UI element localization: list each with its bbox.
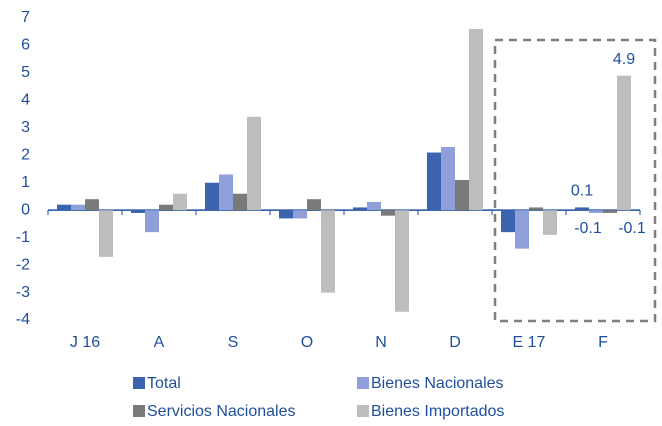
data-label: -0.1 <box>574 220 602 237</box>
legend-swatch <box>357 377 369 389</box>
y-tick-label: -2 <box>16 256 30 273</box>
x-tick-label: O <box>301 334 313 351</box>
x-tick-label: N <box>375 334 387 351</box>
x-tick-label: A <box>154 334 165 351</box>
bar <box>617 75 631 211</box>
bar <box>233 193 247 211</box>
bar <box>469 28 483 211</box>
bar <box>455 179 469 211</box>
bar <box>529 207 543 211</box>
legend-label: Total <box>147 375 181 392</box>
bar <box>603 210 617 213</box>
y-tick-label: -4 <box>16 311 30 328</box>
y-tick-label: 5 <box>21 64 30 81</box>
y-tick-label: 6 <box>21 37 30 54</box>
highlight-box <box>493 38 657 323</box>
bar <box>205 182 219 211</box>
bar <box>515 210 529 249</box>
bar <box>367 201 381 211</box>
y-tick-label: 3 <box>21 119 30 136</box>
bar <box>501 210 515 233</box>
y-tick-label: -1 <box>16 229 30 246</box>
bar <box>575 207 589 211</box>
data-label: 4.9 <box>613 51 635 68</box>
bar <box>441 147 455 211</box>
legend-label: Bienes Nacionales <box>371 375 504 392</box>
bar <box>173 193 187 211</box>
y-tick-label: -3 <box>16 284 30 301</box>
bar <box>395 210 409 312</box>
x-tick-label: J 16 <box>70 334 100 351</box>
bar <box>145 210 159 233</box>
bar <box>427 152 441 211</box>
bar <box>279 210 293 219</box>
x-tick-label: F <box>598 334 608 351</box>
y-tick-label: 7 <box>21 9 30 26</box>
legend-swatch <box>133 377 145 389</box>
legend-label: Servicios Nacionales <box>147 403 296 420</box>
x-tick-label: D <box>449 334 461 351</box>
bar <box>57 204 71 211</box>
bar <box>131 210 145 213</box>
data-label: -0.1 <box>618 220 646 237</box>
bar <box>219 174 233 211</box>
bar <box>543 210 557 235</box>
bar <box>321 210 335 293</box>
y-tick-label: 4 <box>21 92 30 109</box>
bar <box>159 204 173 211</box>
x-tick-label: E 17 <box>513 334 546 351</box>
data-label: 0.1 <box>571 183 593 200</box>
legend-swatch <box>357 405 369 417</box>
bar <box>247 116 261 211</box>
bar <box>293 210 307 219</box>
bar <box>85 199 99 211</box>
y-tick-label: 1 <box>21 174 30 191</box>
y-tick-label: 0 <box>21 201 30 218</box>
bar <box>353 207 367 211</box>
bar <box>589 210 603 213</box>
legend-label: Bienes Importados <box>371 403 504 420</box>
bar <box>71 204 85 211</box>
legend-swatch <box>133 405 145 417</box>
y-tick-label: 2 <box>21 146 30 163</box>
x-tick-label: S <box>228 334 239 351</box>
bar <box>307 199 321 211</box>
bar <box>381 210 395 216</box>
bar <box>99 210 113 257</box>
